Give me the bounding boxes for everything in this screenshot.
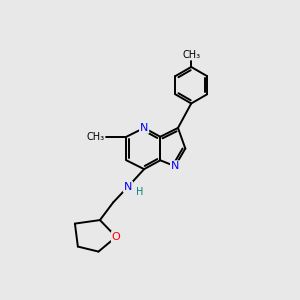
Text: N: N	[140, 123, 148, 133]
Text: CH₃: CH₃	[86, 132, 104, 142]
Text: N: N	[124, 182, 132, 192]
Text: CH₃: CH₃	[182, 50, 200, 60]
Text: H: H	[136, 187, 143, 197]
Text: O: O	[112, 232, 121, 242]
Text: N: N	[171, 161, 179, 171]
